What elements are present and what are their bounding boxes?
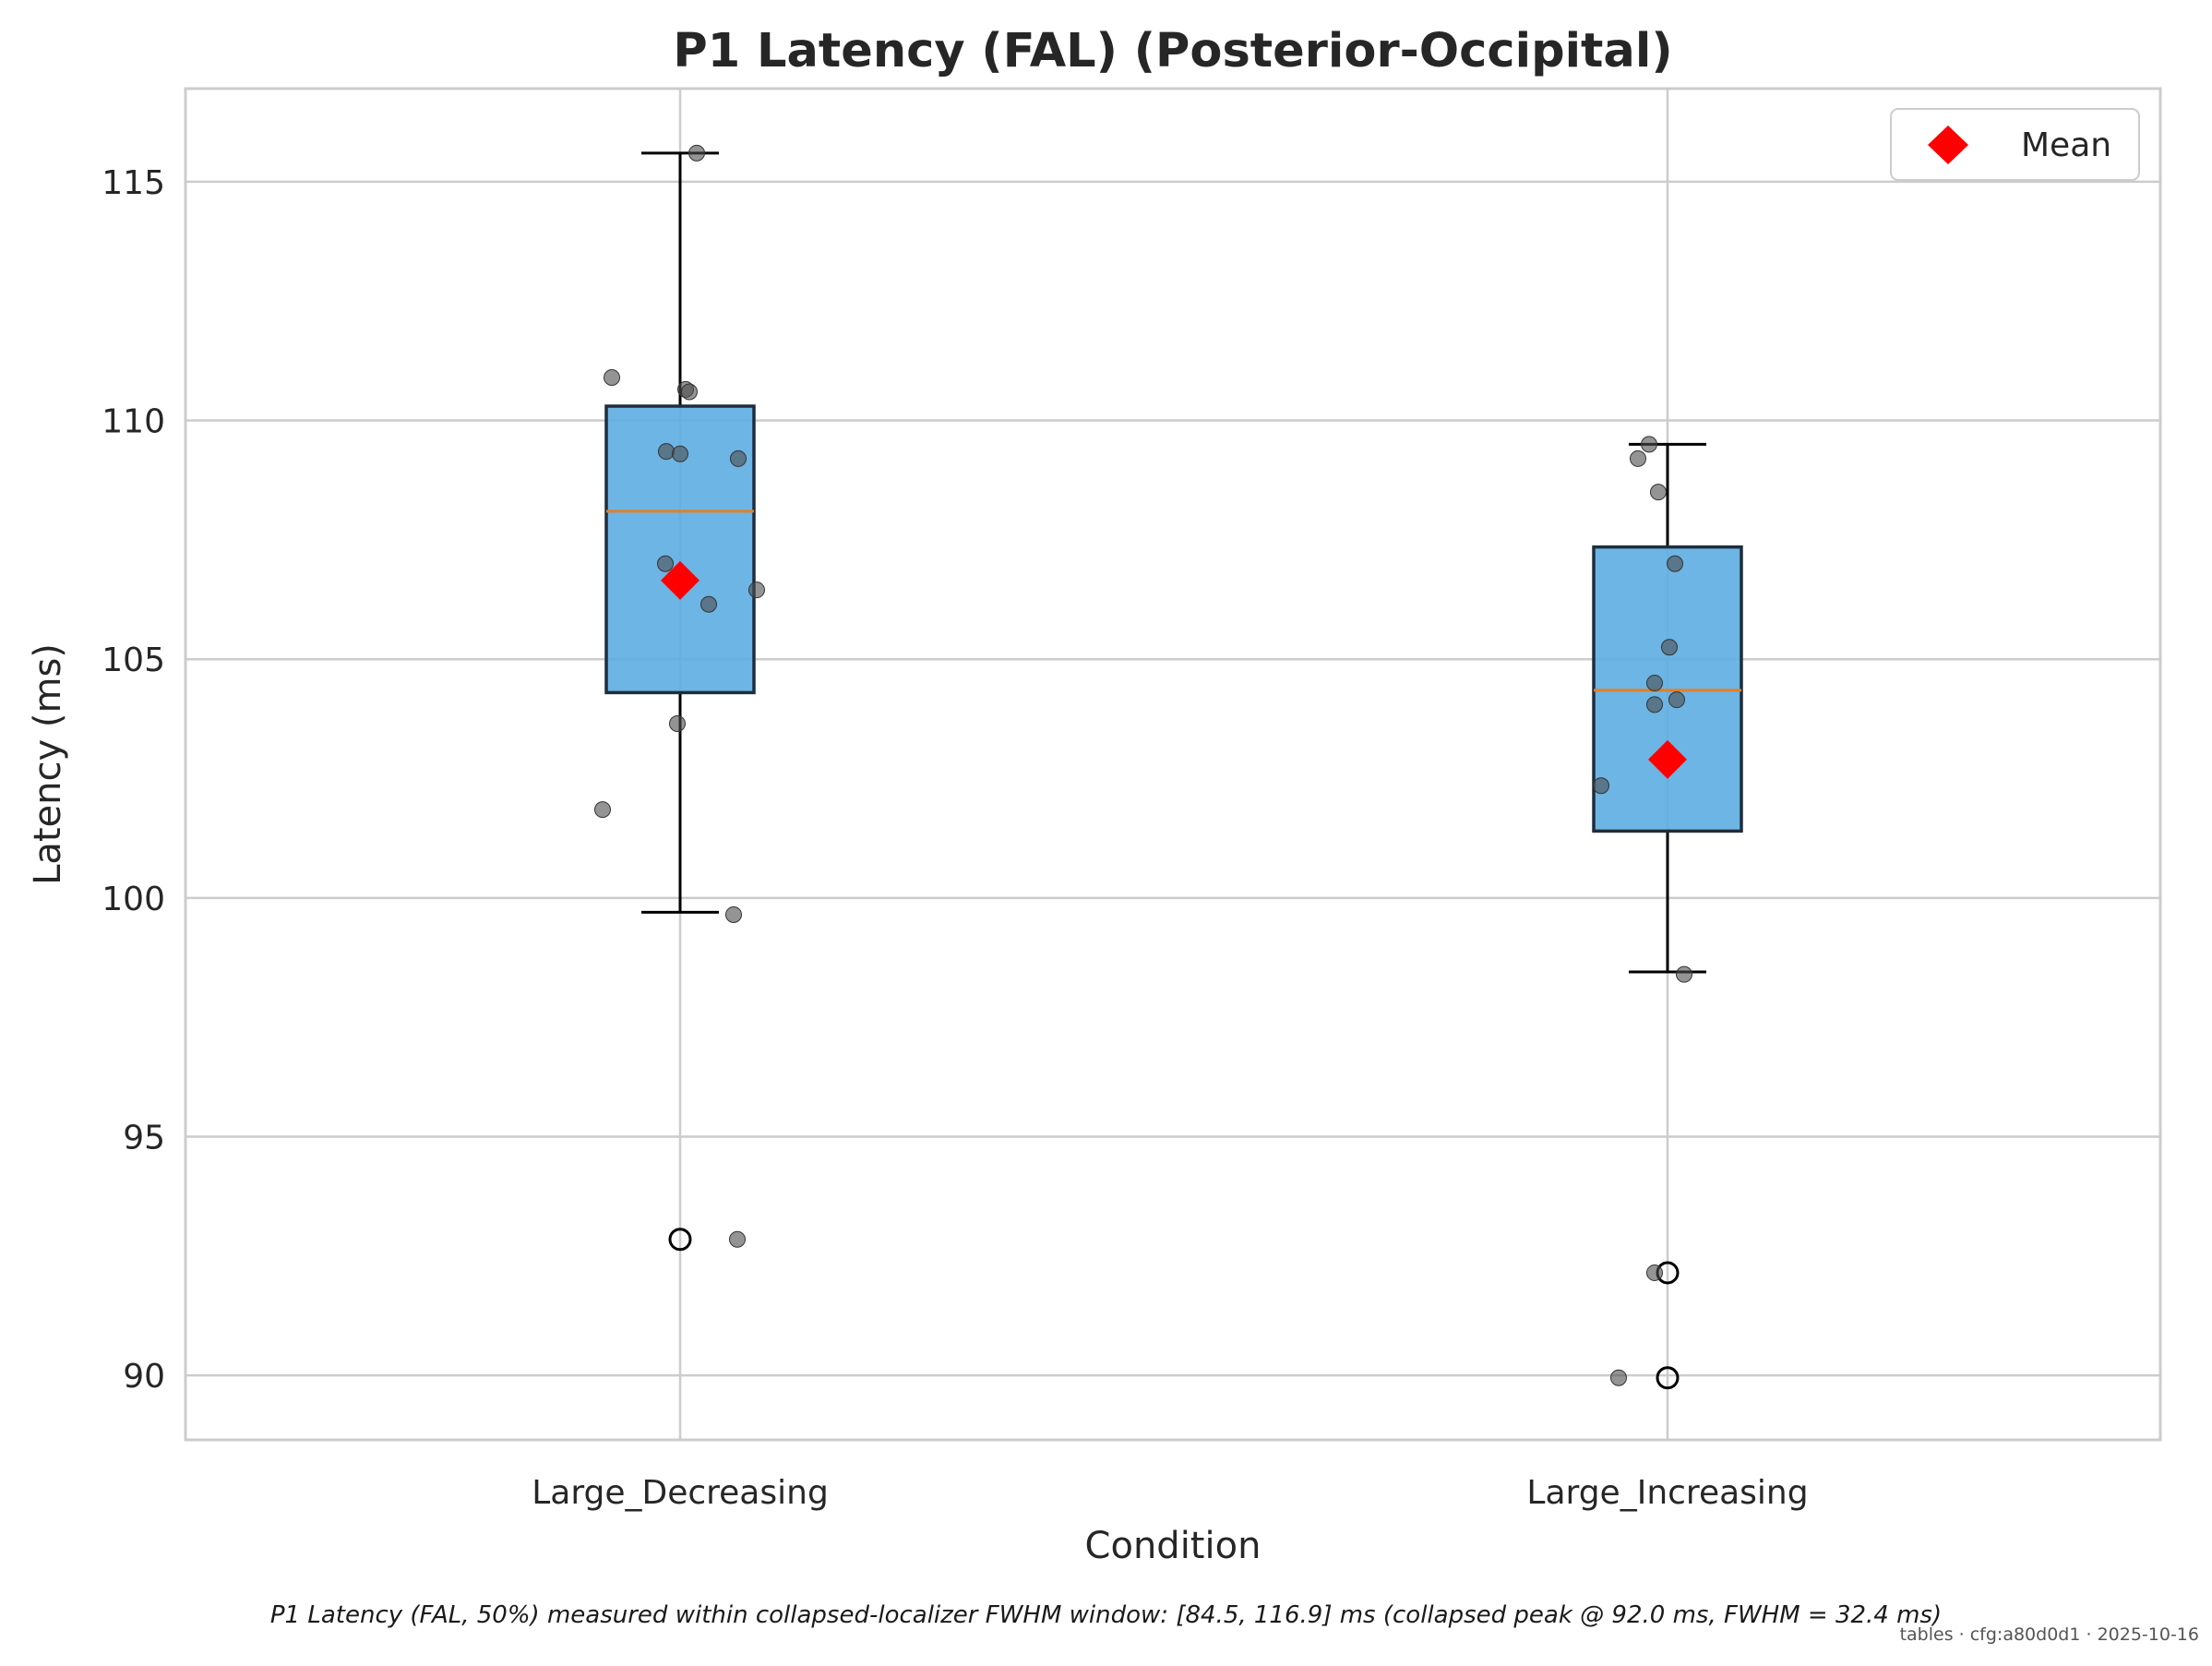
data-point	[730, 449, 747, 467]
data-point	[1630, 449, 1646, 467]
data-point	[672, 445, 688, 462]
y-tick-label: 95	[123, 1120, 165, 1157]
data-point	[725, 905, 742, 923]
data-point	[1667, 555, 1683, 572]
data-point	[1641, 436, 1657, 453]
data-point	[594, 801, 611, 819]
x-tick-label: Large_Decreasing	[532, 1474, 829, 1512]
data-point	[700, 595, 717, 613]
jitter-points-layer	[594, 144, 1692, 1386]
build-stamp: tables · cfg:a80d0d1 · 2025-10-16	[1899, 1624, 2199, 1645]
data-point	[1676, 965, 1692, 983]
mean-marker	[1648, 739, 1687, 779]
data-point	[1646, 675, 1663, 692]
y-tick-label: 90	[123, 1358, 165, 1396]
plot-area	[184, 87, 2162, 1442]
data-point	[729, 1230, 746, 1248]
y-axis-label: Latency (ms)	[27, 643, 69, 885]
data-point	[1610, 1369, 1627, 1386]
data-point	[681, 383, 698, 401]
legend-mean-label: Mean	[2021, 126, 2111, 164]
outlier-marker	[1656, 1366, 1680, 1390]
y-tick-label: 110	[102, 403, 165, 441]
tick-labels: 90 95 100 105 110 115 Large_Decreasing Large_In…	[102, 164, 1808, 1512]
legend-mean-marker	[1928, 126, 1968, 164]
data-point	[1650, 484, 1667, 501]
data-point	[658, 443, 675, 461]
data-point	[657, 555, 674, 572]
data-point	[688, 144, 705, 162]
footnote-caption: P1 Latency (FAL, 50%) measured within co…	[269, 1601, 1943, 1629]
chart-title: P1 Latency (FAL) (Posterior-Occipital)	[673, 24, 1672, 78]
data-point	[1668, 691, 1685, 709]
legend-frame	[1890, 108, 2140, 181]
y-tick-label: 115	[102, 164, 165, 202]
data-point	[1661, 639, 1678, 656]
outlier-marker	[668, 1228, 692, 1252]
data-point	[1646, 696, 1663, 713]
data-point	[604, 368, 620, 386]
data-point	[669, 715, 686, 733]
data-point	[1646, 1264, 1663, 1281]
y-tick-label: 100	[102, 881, 165, 918]
data-point	[1593, 777, 1609, 795]
legend: Mean	[1890, 108, 2140, 181]
mean-marker	[661, 560, 699, 600]
x-axis-label: Condition	[1085, 1525, 1261, 1567]
x-tick-label: Large_Increasing	[1526, 1474, 1808, 1512]
y-tick-label: 105	[102, 641, 165, 679]
data-point	[748, 581, 765, 599]
